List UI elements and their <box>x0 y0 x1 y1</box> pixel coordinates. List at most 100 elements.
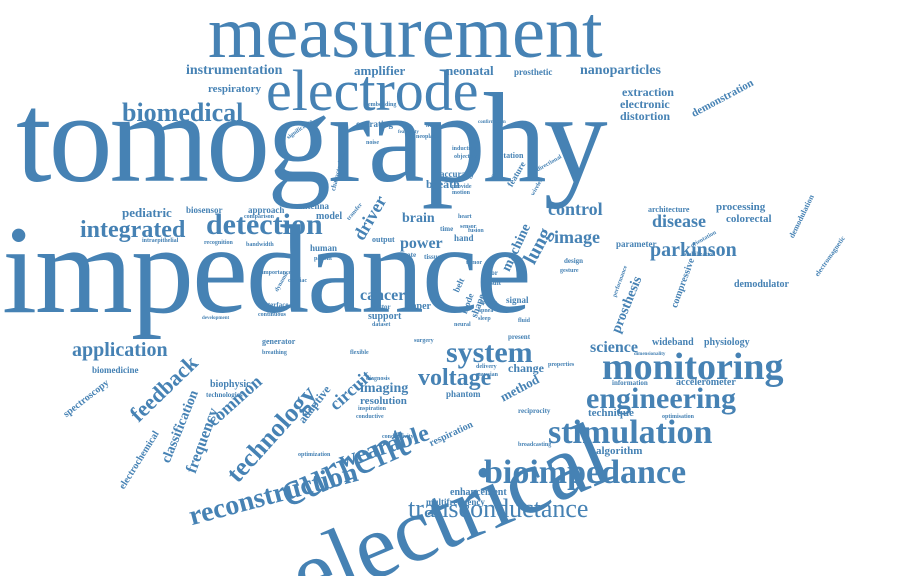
word-fusion: fusion <box>468 228 484 234</box>
word-diagnosis: diagnosis <box>366 376 390 382</box>
word-change: change <box>508 361 544 375</box>
word-output: output <box>372 235 395 244</box>
word-biomedical: biomedical <box>122 98 244 127</box>
word-dataset: dataset <box>372 322 391 328</box>
word-biosensor: biosensor <box>186 205 223 215</box>
word-control: control <box>548 199 603 219</box>
word-measurement: measurement <box>208 0 603 74</box>
word-accuracy: accuracy <box>440 169 475 179</box>
word-information: information <box>612 379 648 387</box>
word-transconductance: transconductance <box>408 494 589 523</box>
word-patient: patient <box>314 256 332 262</box>
word-accelerometer: accelerometer <box>676 377 736 388</box>
word-heart: heart <box>458 214 472 220</box>
word-delivery: delivery <box>476 364 497 370</box>
word-design: design <box>564 257 584 265</box>
word-colorectal: colorectal <box>726 213 772 225</box>
word-integrated: integrated <box>80 217 186 243</box>
word-apnea: apnea <box>478 308 494 314</box>
word-bandwidth: bandwidth <box>246 242 274 248</box>
word-comparison: comparison <box>244 214 274 220</box>
word-cancer: cancer <box>360 287 406 304</box>
word-reciprocity: reciprocity <box>518 407 551 415</box>
word-biophysic: biophysic <box>210 379 251 390</box>
word-detection: detection <box>206 208 323 241</box>
word-hand: hand <box>454 233 474 243</box>
word-surgery: surgery <box>414 338 434 344</box>
word-disease: disease <box>652 211 706 231</box>
word-wideband: wideband <box>652 337 694 348</box>
word-rotation: rotation <box>496 151 524 160</box>
word-resolution: resolution <box>360 395 407 407</box>
word-image: image <box>554 227 600 247</box>
word-support: support <box>368 311 402 322</box>
word-system: system <box>446 336 533 369</box>
word-broadcasting: broadcasting <box>518 442 552 448</box>
word-voltage: voltage <box>418 365 492 391</box>
word-approach: approach <box>248 205 285 215</box>
word-neonatal: neonatal <box>446 63 494 78</box>
word-processing: processing <box>716 201 766 213</box>
word-stimulation: stimulation <box>548 414 713 451</box>
word-sleep: sleep <box>478 316 491 322</box>
word-electrode: electrode <box>266 58 479 123</box>
word-generator: generator <box>262 337 296 346</box>
word-framework: framework <box>426 124 450 129</box>
word-parkinson: parkinson <box>650 239 737 261</box>
word-architecture: architecture <box>648 205 690 214</box>
word-impedance: impedance <box>2 201 532 340</box>
word-optimization: optimization <box>298 452 331 458</box>
word-brain: brain <box>402 211 435 226</box>
word-error: error <box>482 269 498 277</box>
word-power: power <box>400 235 443 252</box>
word-physiology: physiology <box>704 337 750 348</box>
word-recognition: recognition <box>204 240 233 246</box>
word-importance: importance <box>262 270 292 276</box>
word-enhancement: enhancement <box>450 487 507 498</box>
word-intraepithelial: intraepithelial <box>142 238 179 244</box>
word-neoplasia: neoplasia <box>416 134 441 140</box>
word-breath: breath <box>426 177 460 191</box>
word-demonstration: demonstration <box>689 76 756 120</box>
word-model: model <box>316 211 343 222</box>
word-embedding: embedding <box>368 102 397 108</box>
word-instrumentation: instrumentation <box>186 63 283 78</box>
word-pediatric: pediatric <box>122 205 172 220</box>
word-provide: provide <box>452 184 472 190</box>
word-conductive: conductive <box>356 414 384 420</box>
word-signal: signal <box>506 295 529 305</box>
word-technique: technique <box>588 407 634 419</box>
word-continuous: continuous <box>258 312 287 318</box>
word-multifrequency: multifrequency <box>426 497 485 507</box>
word-operating: operating <box>356 119 393 129</box>
word-electromagnetic: electromagnetic <box>813 234 847 279</box>
word-imaging: imaging <box>360 381 409 396</box>
word-present: present <box>508 333 531 341</box>
word-noise: noise <box>366 140 380 146</box>
word-motion: motion <box>452 190 470 196</box>
word-neural: neural <box>454 322 471 328</box>
word-induction: induction <box>452 146 477 152</box>
word-science: science <box>590 339 638 356</box>
word-respiratory: respiratory <box>208 83 261 95</box>
word-antenna: antenna <box>298 201 330 211</box>
word-method: method <box>497 371 542 405</box>
word-flexible: flexible <box>350 350 369 356</box>
word-parameter: parameter <box>616 239 657 249</box>
word-properties: properties <box>548 362 575 368</box>
word-inspiration: inspiration <box>358 406 387 412</box>
word-gaussian: gaussian <box>476 372 499 378</box>
word-amplifier: amplifier <box>354 63 406 78</box>
word-sensor: sensor <box>460 224 477 230</box>
word-review: review <box>480 300 497 306</box>
word-human: human <box>310 243 338 253</box>
word-technologies: technologies <box>206 391 243 399</box>
word-nanoparticles: nanoparticles <box>580 63 661 78</box>
word-bioimpedance: bioimpedance <box>484 454 687 491</box>
word-objective: objective <box>454 154 477 160</box>
word-monitoring: monitoring <box>602 346 784 388</box>
word-demodulation: demodulation <box>787 193 816 240</box>
word-breathing: breathing <box>262 350 287 356</box>
word-result: result <box>484 279 501 287</box>
